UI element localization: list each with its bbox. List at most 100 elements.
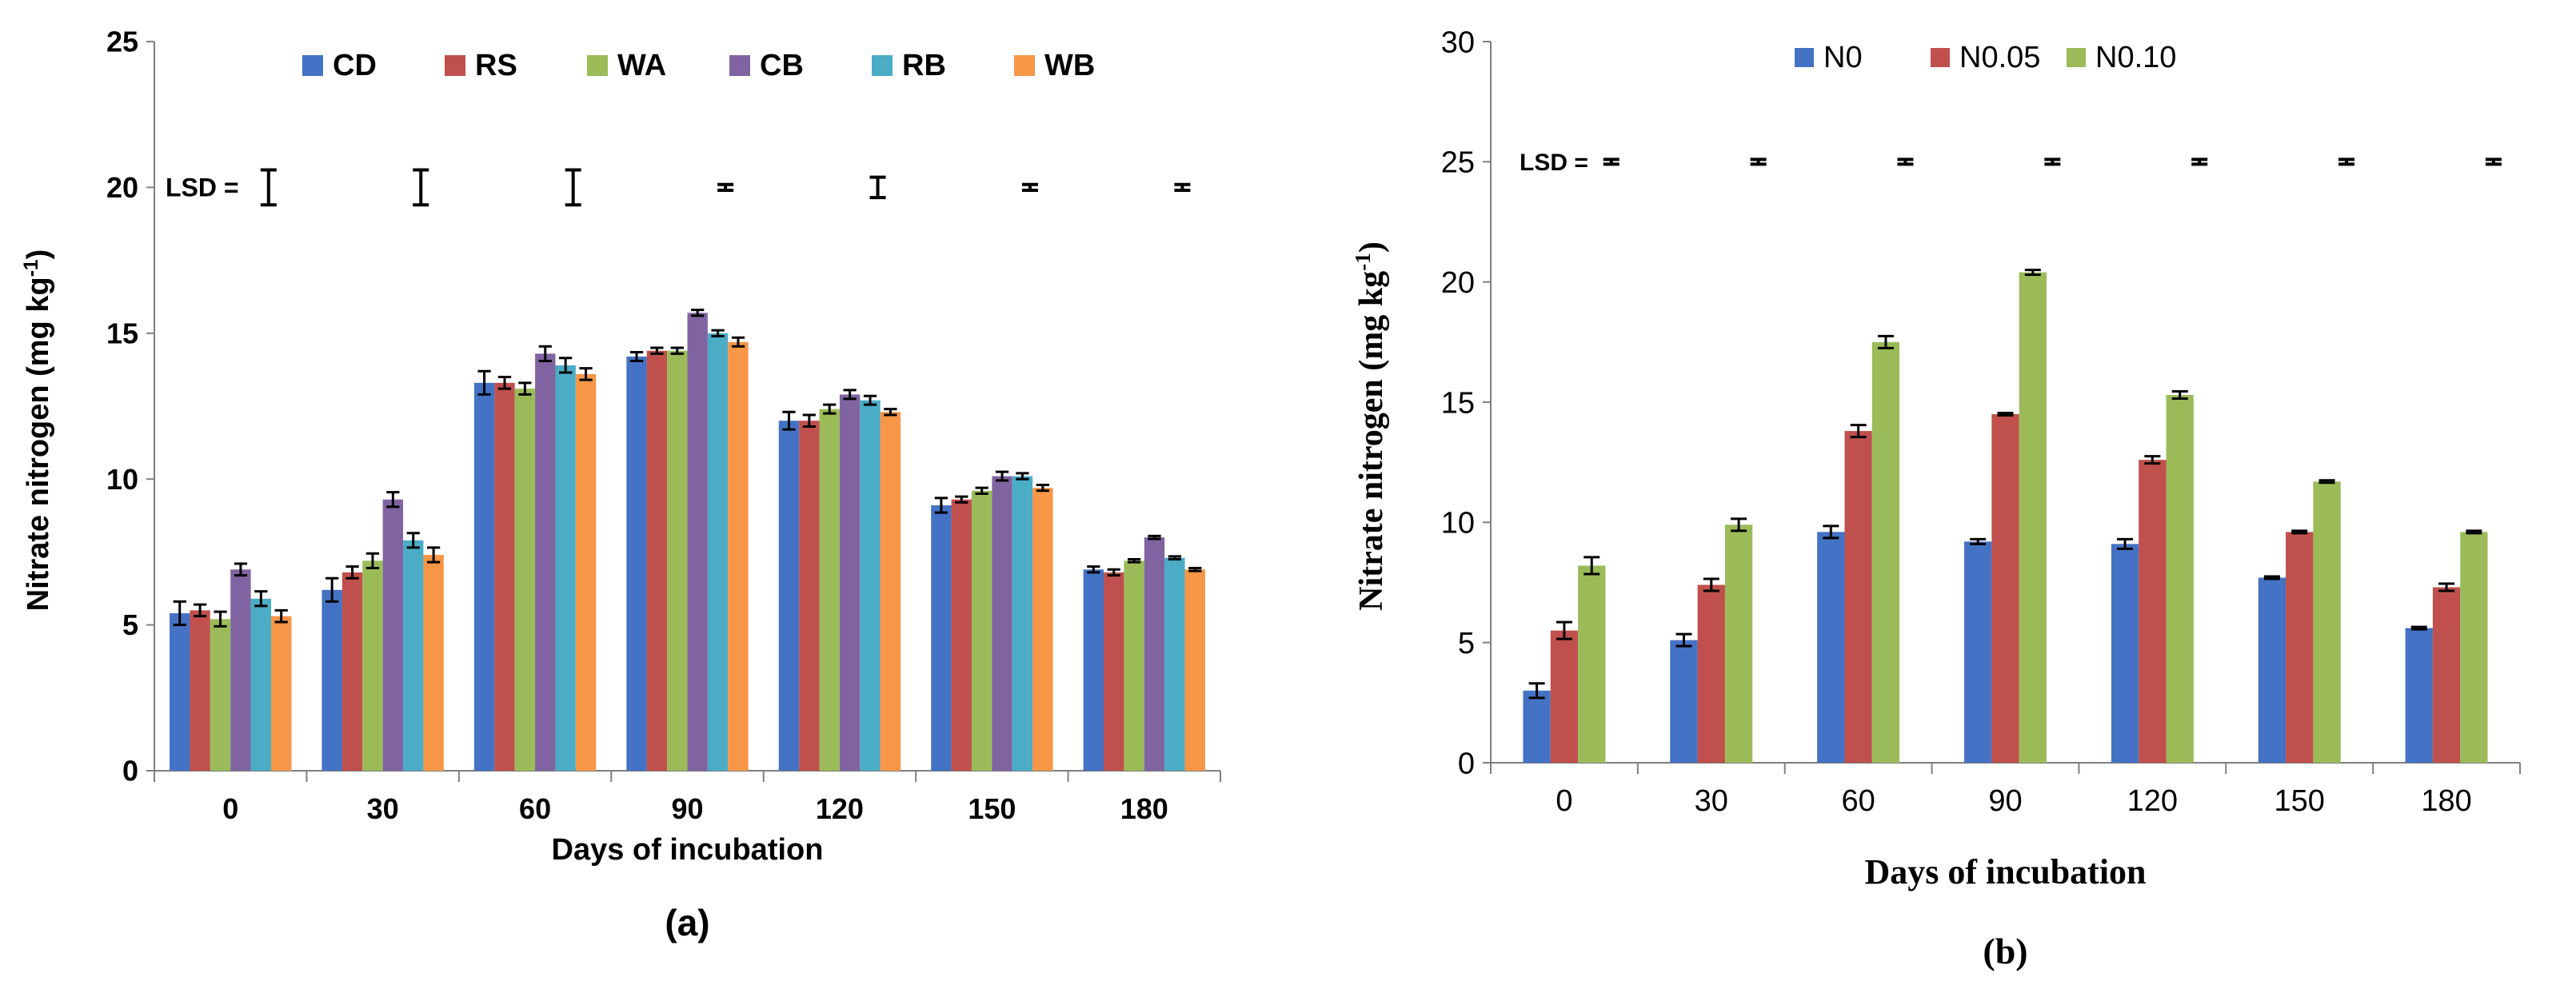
panel-label: (b) [1983, 931, 2027, 971]
x-tick-label: 0 [1556, 784, 1572, 818]
y-tick-label: 5 [1458, 627, 1475, 660]
legend-label-N0: N0 [1823, 41, 1863, 74]
bar-RB-90 [707, 333, 729, 771]
x-tick-label: 30 [367, 792, 399, 825]
y-tick-label: 10 [106, 463, 138, 496]
bar-CD-90 [626, 356, 647, 771]
panel-label: (a) [665, 902, 709, 943]
bar-N0-180 [2405, 628, 2433, 763]
bar-N0.05-180 [2432, 587, 2461, 763]
bar-CB-180 [1144, 537, 1165, 771]
bar-RB-60 [555, 365, 576, 771]
y-axis-title-main: Nitrate nitrogen (mg kg [22, 277, 55, 611]
y-axis-title-close: ) [1353, 241, 1390, 253]
bar-N0.05-0 [1550, 630, 1579, 763]
legend-swatch-RB [872, 55, 893, 76]
bar-WB-180 [1184, 569, 1205, 771]
bar-N0-30 [1670, 640, 1698, 763]
bar-RS-90 [646, 350, 668, 771]
bar-N0.10-0 [1578, 565, 1606, 763]
legend-swatch-WB [1014, 55, 1035, 76]
y-axis-title: Nitrate nitrogen (mg kg-1) [1351, 241, 1390, 611]
bar-RS-0 [190, 610, 210, 771]
bar-WA-120 [819, 409, 840, 771]
lsd-label: LSD = [166, 173, 239, 202]
x-tick-label: 60 [519, 792, 551, 825]
bar-N0-60 [1817, 532, 1845, 763]
y-tick-label: 15 [1441, 386, 1475, 420]
bar-WA-180 [1124, 560, 1144, 771]
chart-panel-b: 0 5 10 15 20 25 30 0 30 60 90 120 150 180 LSD = N0 N0.05… [1351, 26, 2521, 971]
x-tick-label: 90 [1988, 784, 2022, 818]
legend-swatch-N0.10 [2067, 48, 2086, 67]
x-tick-label: 0 [222, 792, 238, 825]
bar-RS-150 [951, 499, 972, 771]
bar-WA-90 [667, 350, 688, 771]
bar-WB-150 [1032, 488, 1053, 771]
x-tick-label: 120 [816, 792, 864, 825]
bar-N0-0 [1523, 690, 1551, 763]
legend-swatch-RS [445, 55, 465, 76]
legend-swatch-WA [587, 55, 608, 76]
legend-swatch-N0.05 [1931, 48, 1950, 67]
bar-RS-180 [1104, 572, 1124, 771]
x-tick-label: 90 [671, 792, 703, 825]
bar-N0.10-90 [2019, 272, 2047, 763]
legend-swatch-CD [302, 55, 323, 76]
bar-CB-90 [687, 313, 708, 771]
x-tick-label: 150 [2274, 784, 2325, 818]
bar-N0-150 [2258, 577, 2286, 763]
bar-WB-120 [880, 412, 901, 771]
y-tick-label: 25 [106, 26, 138, 58]
bar-WA-30 [362, 560, 383, 771]
x-tick-label: 150 [968, 792, 1016, 825]
lsd-label: LSD = [1520, 150, 1588, 176]
bar-WB-0 [270, 616, 292, 771]
bar-RS-60 [494, 382, 515, 771]
legend-label-N0.10: N0.10 [2095, 41, 2176, 74]
legend-label-N0.05: N0.05 [1959, 41, 2040, 74]
bar-CB-150 [992, 476, 1012, 771]
legend-label-RS: RS [475, 49, 517, 82]
bar-N0.05-60 [1844, 431, 1872, 763]
x-tick-label: 180 [1120, 792, 1168, 825]
bar-CD-60 [473, 382, 495, 771]
legend-label-CB: CB [760, 49, 804, 82]
bar-N0.10-180 [2460, 532, 2488, 763]
bar-WB-60 [575, 373, 597, 771]
bar-RB-0 [250, 598, 271, 771]
bar-CD-180 [1083, 569, 1104, 771]
x-tick-label: 60 [1842, 784, 1875, 818]
bar-N0.10-150 [2313, 481, 2341, 763]
legend-label-RB: RB [902, 49, 946, 82]
y-axis-title-main: Nitrate nitrogen (mg kg [1353, 271, 1390, 611]
y-tick-label: 25 [1441, 146, 1475, 180]
y-axis-title-superscript: -1 [1351, 253, 1375, 271]
y-tick-label: 10 [1441, 507, 1475, 540]
bar-WB-90 [728, 341, 749, 771]
y-tick-label: 20 [106, 171, 138, 204]
bar-CB-120 [839, 394, 861, 771]
y-tick-label: 5 [122, 608, 138, 641]
bar-RB-180 [1164, 557, 1185, 771]
bar-N0-120 [2111, 544, 2139, 763]
x-tick-label: 180 [2421, 784, 2471, 818]
legend-swatch-CB [729, 55, 750, 76]
bar-N0.05-30 [1697, 584, 1725, 763]
legend-label-CD: CD [333, 49, 377, 82]
bar-N0-90 [1964, 541, 1992, 763]
y-tick-label: 0 [1458, 747, 1475, 780]
bar-WA-60 [514, 389, 536, 771]
bar-CB-60 [535, 353, 556, 771]
x-tick-label: 120 [2127, 784, 2178, 818]
y-axis-title-superscript: -1 [21, 259, 42, 277]
bar-CB-30 [382, 499, 404, 771]
chart-panel-a: 0 5 10 15 20 25 0 30 60 90 120 150 180 LSD = CD RS WA CB R… [21, 26, 1221, 943]
bar-N0.05-120 [2139, 460, 2167, 763]
y-tick-label: 15 [106, 317, 138, 349]
bar-RB-150 [1012, 476, 1033, 771]
bar-WB-30 [423, 555, 444, 771]
bar-RB-30 [403, 540, 424, 771]
y-axis-title: Nitrate nitrogen (mg kg-1) [21, 249, 56, 612]
